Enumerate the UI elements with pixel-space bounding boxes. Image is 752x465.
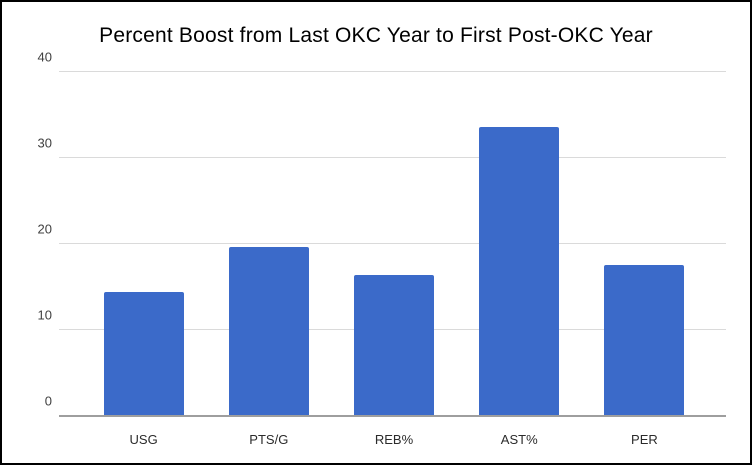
x-axis-label: AST% bbox=[500, 432, 538, 447]
x-axis-label: PTS/G bbox=[249, 432, 289, 447]
y-axis: 0 10 20 30 40 bbox=[16, 50, 52, 416]
y-tick-label: 10 bbox=[37, 307, 52, 323]
gridline-20 bbox=[59, 243, 726, 244]
x-axis-label: PER bbox=[631, 432, 658, 447]
y-tick-label: 20 bbox=[37, 221, 52, 237]
gridline-40 bbox=[59, 71, 726, 72]
bar-usg[interactable] bbox=[103, 292, 184, 416]
bar-ast[interactable] bbox=[479, 127, 560, 416]
y-tick-label: 40 bbox=[37, 49, 52, 65]
plot-area bbox=[59, 71, 726, 417]
gridline-30 bbox=[59, 157, 726, 158]
bar-slot-reb bbox=[331, 72, 456, 416]
y-tick-label: 0 bbox=[44, 393, 52, 409]
y-tick-label: 30 bbox=[37, 135, 52, 151]
x-axis-labels: USG PTS/G REB% AST% PER bbox=[81, 431, 707, 449]
bar-series bbox=[81, 72, 707, 416]
bar-ptsg[interactable] bbox=[228, 246, 309, 416]
bar-slot-per bbox=[582, 72, 707, 416]
bar-slot-ast bbox=[457, 72, 582, 416]
bar-slot-usg bbox=[81, 72, 206, 416]
bar-per[interactable] bbox=[604, 264, 685, 416]
x-axis-label: USG bbox=[129, 432, 158, 447]
x-axis-line bbox=[59, 415, 726, 417]
x-axis-label: REB% bbox=[374, 432, 414, 447]
chart-title: Percent Boost from Last OKC Year to Firs… bbox=[99, 24, 653, 47]
bar-reb[interactable] bbox=[354, 274, 434, 416]
bar-slot-ptsg bbox=[206, 72, 331, 416]
